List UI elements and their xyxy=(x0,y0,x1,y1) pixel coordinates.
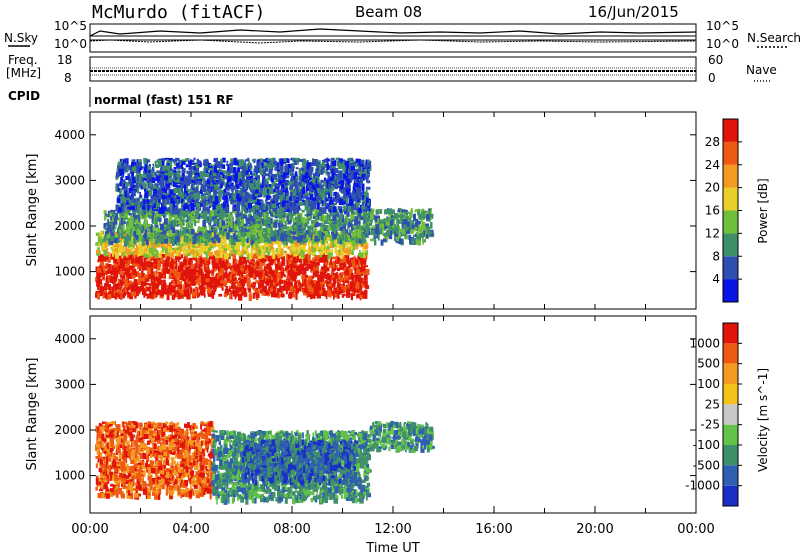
power-colorbar-label: Power [dB] xyxy=(756,178,770,243)
velocity-xlabel: Time UT xyxy=(365,541,419,554)
velocity-xtick-label-0: 00:00 xyxy=(71,522,108,537)
power-colorbar-tick-6: 28 xyxy=(705,135,720,149)
velocity-ytick-label-1: 2000 xyxy=(54,423,85,437)
power-colorbar-tick-3: 16 xyxy=(705,204,720,218)
velocity-colorbar-swatch-8 xyxy=(723,323,738,344)
velocity-xtick-label-5: 20:00 xyxy=(576,522,613,537)
velocity-colorbar-tick-7: -1000 xyxy=(685,479,720,493)
velocity-colorbar-swatch-4 xyxy=(723,404,738,425)
cpid-label: CPID xyxy=(8,89,40,103)
velocity-xtick-label-6: 00:00 xyxy=(677,522,714,537)
nsky-tick-bottom: 10^0 xyxy=(54,37,87,51)
freq-tick-bottom: 8 xyxy=(64,71,72,85)
velocity-ytick-label-0: 1000 xyxy=(54,469,85,483)
power-ytick-label-0: 1000 xyxy=(54,265,85,279)
freq-unit-label: [MHz] xyxy=(6,66,41,80)
velocity-colorbar-label: Velocity [m s^-1] xyxy=(756,368,770,472)
nsky-tick-top: 10^5 xyxy=(54,19,87,33)
nave-label: Nave xyxy=(746,63,777,77)
power-colorbar-swatch-6 xyxy=(723,141,738,165)
velocity-region-3 xyxy=(367,421,435,453)
power-colorbar-swatch-5 xyxy=(723,164,738,188)
power-ytick-label-2: 3000 xyxy=(54,173,85,187)
velocity-xtick-label-4: 16:00 xyxy=(475,522,512,537)
power-colorbar-tick-5: 24 xyxy=(705,158,720,172)
cpid-value: normal (fast) 151 RF xyxy=(94,93,234,107)
date-title: 16/Jun/2015 xyxy=(588,3,679,21)
velocity-ytick-label-2: 3000 xyxy=(54,377,85,391)
power-ytick-label-1: 2000 xyxy=(54,219,85,233)
power-panel: 1000 2000 3000 4000 Slant Range [km] 4 8 12 16… xyxy=(25,111,770,310)
power-colorbar-tick-0: 4 xyxy=(712,272,720,286)
velocity-ytick-label-3: 4000 xyxy=(54,332,85,346)
power-colorbar-swatch-0 xyxy=(723,279,738,302)
freq-panel: 18 8 60 0 Freq. [MHz] Nave xyxy=(6,53,777,85)
power-colorbar-tick-2: 12 xyxy=(705,226,720,240)
nsky-trace xyxy=(89,28,697,37)
power-ytick-label-3: 4000 xyxy=(54,128,85,142)
velocity-colorbar-tick-6: -500 xyxy=(693,458,720,472)
nsky-label: N.Sky xyxy=(4,31,38,45)
power-region-2 xyxy=(102,207,435,247)
freq-tick-top: 18 xyxy=(57,53,72,67)
freq-label: Freq. xyxy=(8,53,38,67)
nsearch-tick-bottom: 10^0 xyxy=(706,37,739,51)
power-ylabel: Slant Range [km] xyxy=(25,154,40,267)
velocity-colorbar-tick-1: 500 xyxy=(697,357,720,371)
velocity-colorbar-tick-3: 25 xyxy=(705,397,720,411)
velocity-colorbar-tick-5: -100 xyxy=(693,438,720,452)
nsearch-tick-top: 10^5 xyxy=(706,19,739,33)
power-colorbar-swatch-1 xyxy=(723,256,738,280)
velocity-colorbar-swatch-3 xyxy=(723,424,738,445)
velocity-xtick-label-3: 12:00 xyxy=(374,522,411,537)
velocity-colorbar-swatch-5 xyxy=(723,384,738,405)
nave-tick-bottom: 0 xyxy=(708,71,716,85)
velocity-colorbar-swatch-1 xyxy=(723,465,738,486)
velocity-colorbar-tick-0: 1000 xyxy=(689,336,720,350)
velocity-colorbar-swatch-2 xyxy=(723,445,738,466)
nsearch-label: N.Search xyxy=(747,31,800,45)
velocity-region-2 xyxy=(241,439,359,487)
velocity-panel: 1000 2000 3000 4000 00:00 04:00 08:00 12:00 16:… xyxy=(25,315,770,554)
velocity-colorbar-swatch-0 xyxy=(723,485,738,506)
velocity-colorbar-swatch-7 xyxy=(723,343,738,364)
velocity-colorbar-tick-2: 100 xyxy=(697,377,720,391)
beam-title: Beam 08 xyxy=(355,3,422,21)
nave-tick-top: 60 xyxy=(708,53,723,67)
power-colorbar-swatch-7 xyxy=(723,119,738,142)
velocity-xtick-label-1: 04:00 xyxy=(172,522,209,537)
noise-panel: 10^5 10^0 10^5 10^0 N.Sky N.Search xyxy=(4,19,800,53)
power-colorbar-swatch-3 xyxy=(723,210,738,234)
velocity-region-0 xyxy=(95,420,216,500)
velocity-colorbar-swatch-6 xyxy=(723,363,738,384)
power-region-3 xyxy=(115,157,372,215)
velocity-ylabel: Slant Range [km] xyxy=(25,358,40,471)
velocity-colorbar-tick-4: -25 xyxy=(700,418,720,432)
power-colorbar-tick-4: 20 xyxy=(705,181,720,195)
nsearch-trace xyxy=(89,39,697,44)
power-colorbar-tick-1: 8 xyxy=(712,249,720,263)
velocity-xtick-label-2: 08:00 xyxy=(273,522,310,537)
power-colorbar-swatch-2 xyxy=(723,233,738,257)
power-colorbar-swatch-4 xyxy=(723,187,738,211)
site-title: McMurdo (fitACF) xyxy=(92,2,265,23)
